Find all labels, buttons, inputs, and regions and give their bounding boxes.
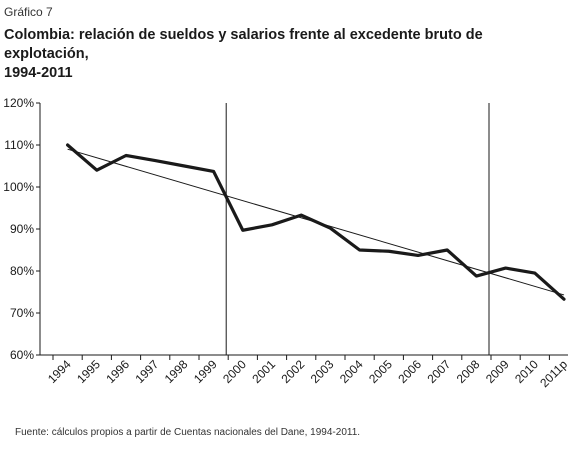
x-tick-label: 1997 xyxy=(133,357,162,386)
series-line xyxy=(65,143,566,301)
x-tick-label: 2005 xyxy=(366,357,395,386)
x-tick-label: 1994 xyxy=(45,357,74,386)
x-tick-label: 2004 xyxy=(337,357,366,386)
y-tick-label: 60% xyxy=(10,348,34,362)
chart-title-line-2: 1994-2011 xyxy=(4,65,73,81)
chart-title: Colombia: relación de sueldos y salarios… xyxy=(4,26,564,83)
x-tick-label: 1995 xyxy=(74,357,103,386)
x-tick-label: 2010 xyxy=(512,357,541,386)
y-tick-label: 110% xyxy=(4,138,34,152)
x-tick-label: 2003 xyxy=(308,357,337,386)
x-tick-label: 2006 xyxy=(395,357,424,386)
x-tick-label: 2011p xyxy=(537,357,570,390)
x-tick-label: 2001 xyxy=(249,357,278,386)
x-tick-label: 2009 xyxy=(483,357,512,386)
y-tick-label: 90% xyxy=(10,222,34,236)
source-note: Fuente: cálculos propios a partir de Cue… xyxy=(15,427,361,438)
y-tick-label: 100% xyxy=(3,180,34,194)
x-tick-label: 2000 xyxy=(220,357,249,386)
chart-title-line-1: Colombia: relación de sueldos y salarios… xyxy=(4,27,483,62)
x-tick-label: 1999 xyxy=(191,357,220,386)
y-tick-label: 70% xyxy=(10,306,34,320)
figure-label: Gráfico 7 xyxy=(4,5,53,19)
x-tick-label: 1996 xyxy=(103,357,132,386)
x-tick-label: 1998 xyxy=(162,357,191,386)
x-tick-label: 2007 xyxy=(425,357,454,386)
y-tick-label: 80% xyxy=(10,264,34,278)
x-tick-label: 2002 xyxy=(279,357,308,386)
y-tick-label: 120% xyxy=(3,96,34,110)
x-tick-label: 2008 xyxy=(454,357,483,386)
